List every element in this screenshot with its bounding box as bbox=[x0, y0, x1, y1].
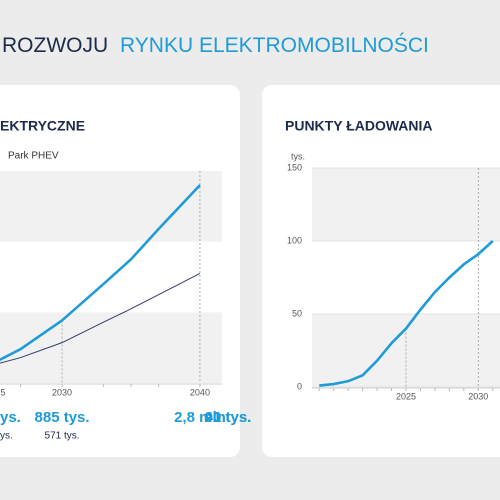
cropped-label: ys. bbox=[0, 409, 21, 426]
value-label: 40 tys. bbox=[205, 409, 252, 426]
series-line bbox=[0, 273, 201, 364]
x-tick-label: 2040 bbox=[190, 387, 210, 397]
title-blue: RYNKU ELEKTROMOBILNOŚCI bbox=[120, 33, 429, 57]
legend-label: Park PHEV bbox=[8, 151, 59, 162]
x-tick-label: 2030 bbox=[52, 387, 72, 397]
card-title: PUNKTY ŁADOWANIA bbox=[285, 118, 433, 134]
value-label: 2,8 mln bbox=[174, 409, 226, 426]
y-tick-label: 150 bbox=[287, 162, 302, 172]
y-tick-label: 50 bbox=[292, 308, 302, 318]
y-tick-label: 100 bbox=[287, 235, 302, 245]
grid-band bbox=[0, 312, 222, 383]
series-line bbox=[0, 184, 201, 362]
x-tick-label: 5 bbox=[0, 387, 5, 397]
x-tick-label: 2030 bbox=[468, 391, 488, 401]
card bbox=[262, 85, 500, 457]
grid-band bbox=[0, 171, 222, 242]
value-label: 91 tys. bbox=[205, 409, 252, 426]
value-label: 571 tys. bbox=[45, 431, 80, 442]
card-title: EKTRYCZNE bbox=[0, 118, 85, 134]
value-label: 885 tys. bbox=[35, 409, 90, 426]
cropped-label: ys. bbox=[0, 431, 13, 442]
x-tick-label: 2025 bbox=[396, 391, 416, 401]
title-dark: ROZWOJU bbox=[2, 34, 108, 57]
card bbox=[0, 85, 240, 457]
page-title: ROZWOJU RYNKU ELEKTROMOBILNOŚCI bbox=[2, 33, 429, 57]
y-tick-label: 0 bbox=[297, 381, 302, 391]
grid-band bbox=[312, 168, 500, 241]
y-unit: tys. bbox=[291, 151, 305, 161]
series-line bbox=[319, 240, 494, 387]
